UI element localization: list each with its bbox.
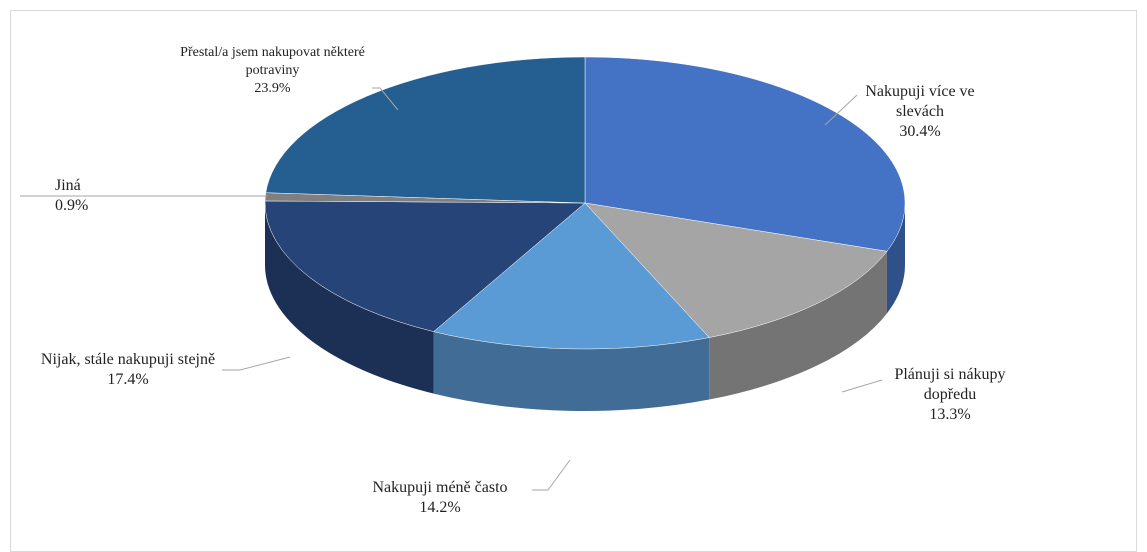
leader-line [824,94,858,126]
leader-line [841,379,883,393]
chart: Nakupuji více ve slevách 30.4% Plánuji si… [10,10,1137,552]
slice [264,200,586,332]
slice-label: Nakupuji méně často 14.2% [372,479,508,516]
slice-side [265,203,434,394]
slice-label: Nijak, stále nakupuji stejně 17.4% [40,351,216,388]
slice [584,202,888,338]
leader-line [372,87,399,111]
slice-label: Jiná 0.9% [55,177,89,214]
slice-side [886,203,905,314]
leader-line [532,459,571,491]
slice [584,56,906,252]
slice-label: Přestal/a jsem nakupovat některé potravi… [180,45,365,96]
slice [433,202,710,350]
pie-plot [20,56,906,491]
slice-side [709,251,887,400]
slice [265,56,586,204]
slice-label: Plánuji si nákupy dopředu 13.3% [894,366,1006,423]
slice-label: Nakupuji více ve slevách 30.4% [865,83,975,140]
leader-line [222,356,291,371]
slice-side [433,331,710,411]
